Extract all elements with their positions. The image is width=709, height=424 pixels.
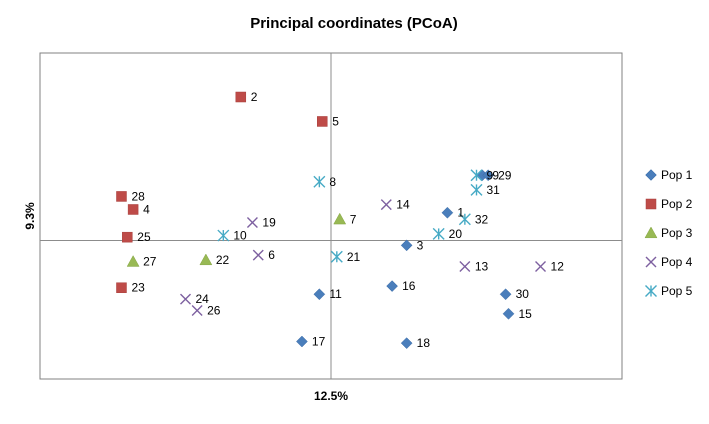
pop-4-label-19: 19: [262, 216, 276, 230]
pop-1-label-1: 1: [457, 206, 464, 220]
legend-marker-pop-2: [645, 198, 657, 210]
pop-5-point-32: [458, 213, 471, 226]
pop-5-point-10: [217, 229, 230, 242]
pop-1-label-30: 30: [516, 287, 530, 301]
pop-1-point-15: [502, 307, 515, 320]
pop-5-label-21: 21: [347, 250, 361, 264]
legend-marker-pop-5: [645, 285, 657, 297]
pop-3-point-27: [126, 255, 140, 267]
pop-4-label-24: 24: [196, 292, 210, 306]
legend: Pop 1 Pop 2 Pop 3 Pop 4 Pop 5: [644, 168, 693, 298]
pop-1-point-16: [386, 280, 398, 292]
pop-3-label-22: 22: [216, 253, 230, 267]
pop-1-label-18: 18: [417, 336, 431, 350]
legend-label-pop-2: Pop 2: [661, 197, 693, 211]
legend-label-pop-4: Pop 4: [661, 255, 693, 269]
legend-label-pop-1: Pop 1: [661, 168, 693, 182]
pop-4-label-14: 14: [396, 198, 410, 212]
pop-2-label-25: 25: [137, 230, 151, 244]
pop-5-label-32: 32: [475, 212, 489, 226]
pop-5-point-8: [313, 175, 326, 188]
chart-title: Principal coordinates (PCoA): [250, 15, 458, 32]
pop-1-label-15: 15: [519, 307, 533, 321]
pop-1-point-30: [499, 288, 512, 301]
pop-2-label-28: 28: [131, 189, 145, 203]
pop-1-point-1: [441, 206, 454, 219]
pop-1-label-9: 9: [492, 168, 499, 182]
pop-4-label-12: 12: [551, 260, 565, 274]
legend-marker-pop-4: [645, 256, 657, 268]
points-layer: [116, 91, 547, 349]
legend-marker-pop-1: [645, 169, 657, 181]
pop-1-label-29: 29: [498, 168, 512, 182]
pop-5-point-20: [432, 227, 445, 240]
x-axis-label: 12.5%: [314, 389, 348, 403]
pop-4-point-12: [535, 261, 547, 273]
pop-2-point-2: [235, 91, 247, 103]
legend-marker-pop-3: [644, 226, 658, 239]
pop-1-point-29: [482, 169, 494, 182]
pop-5-label-10: 10: [233, 229, 247, 243]
pop-5-point-9: [470, 169, 483, 182]
pop-1-point-17: [296, 335, 308, 348]
pop-2-label-2: 2: [251, 90, 258, 104]
pop-4-point-14: [380, 199, 392, 211]
pop-1-label-3: 3: [417, 238, 424, 252]
pop-5-point-21: [330, 250, 343, 263]
pop-1-label-17: 17: [312, 335, 326, 349]
pop-1-point-3: [400, 239, 413, 252]
pop-2-point-5: [317, 116, 328, 127]
y-axis-label: 9.3%: [23, 202, 37, 230]
pop-1-label-16: 16: [402, 279, 416, 293]
pop-5-label-31: 31: [487, 183, 501, 197]
pop-2-label-5: 5: [332, 114, 339, 128]
pop-5-label-8: 8: [329, 175, 336, 189]
pop-4-point-26: [191, 305, 203, 317]
pop-2-point-23: [116, 282, 127, 293]
pop-1-point-11: [313, 288, 326, 301]
pop-2-point-4: [127, 204, 139, 215]
pop-3-point-22: [199, 253, 213, 266]
pop-4-label-26: 26: [207, 304, 221, 318]
legend-label-pop-3: Pop 3: [661, 226, 693, 240]
pop-2-label-4: 4: [143, 202, 150, 216]
pop-4-point-24: [180, 293, 191, 305]
pop-2-label-23: 23: [131, 281, 145, 295]
pop-4-label-6: 6: [268, 248, 275, 262]
pop-3-label-7: 7: [350, 212, 357, 226]
legend-label-pop-5: Pop 5: [661, 284, 693, 298]
pop-4-point-19: [246, 217, 258, 229]
pop-1-label-11: 11: [329, 287, 342, 301]
pop-2-point-28: [116, 191, 127, 202]
pop-3-label-27: 27: [143, 255, 157, 269]
axes-layer: [40, 53, 622, 379]
pop-4-label-13: 13: [475, 260, 489, 274]
pop-5-label-9: 9: [487, 168, 494, 182]
pop-3-point-7: [333, 212, 347, 225]
pop-4-point-6: [252, 249, 264, 261]
pop-4-point-13: [459, 261, 471, 273]
pop-2-point-25: [122, 231, 133, 243]
pop-5-point-31: [470, 183, 483, 196]
pop-5-label-20: 20: [449, 227, 463, 241]
pop-1-point-18: [400, 337, 413, 349]
